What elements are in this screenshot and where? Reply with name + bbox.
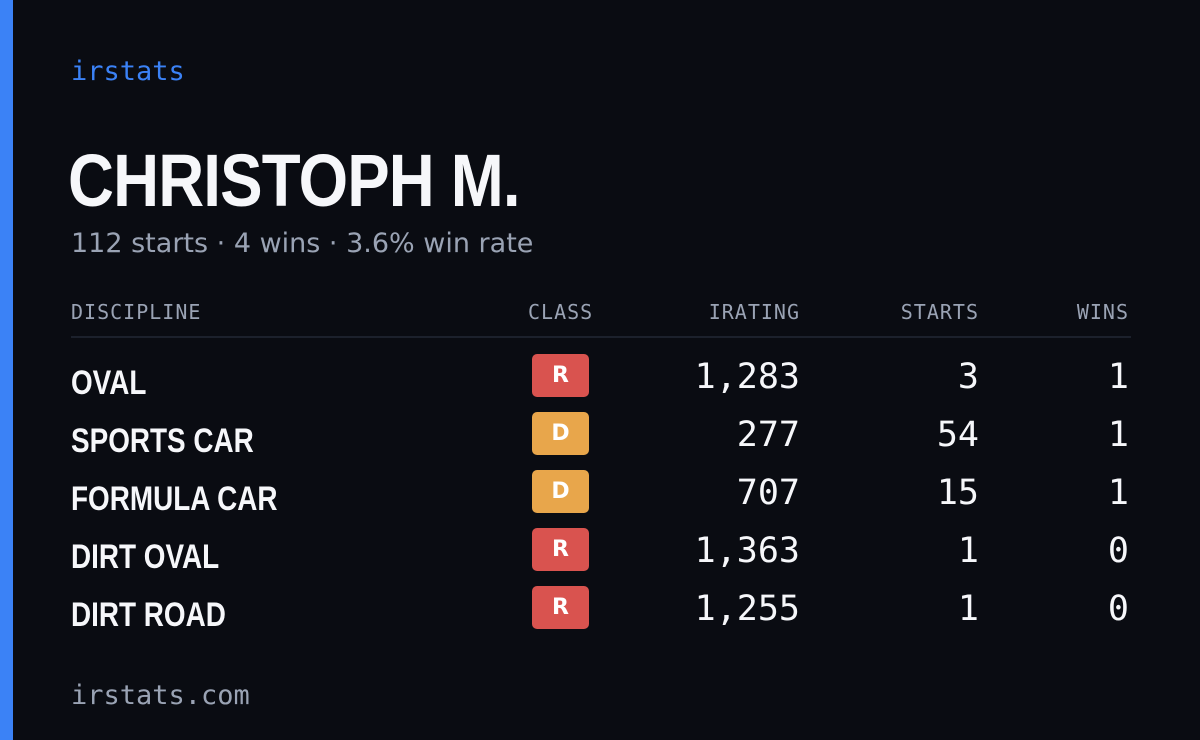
- irating-value: 277: [736, 415, 800, 455]
- table-row: DIRT ROAD R 1,255 1 0: [71, 586, 1131, 644]
- wins-value: 0: [1107, 589, 1129, 629]
- brand-logo-text: irstats: [71, 56, 185, 87]
- table-row: DIRT OVAL R 1,363 1 0: [71, 528, 1131, 586]
- table-row: SPORTS CAR D 277 54 1: [71, 412, 1131, 470]
- table-row: FORMULA CAR D 707 15 1: [71, 470, 1131, 528]
- wins-value: 0: [1107, 531, 1129, 571]
- irating-value: 707: [736, 473, 800, 513]
- column-header-starts: STARTS: [900, 300, 979, 324]
- starts-value: 15: [936, 473, 979, 513]
- wins-value: 1: [1107, 415, 1129, 455]
- player-name: CHRISTOPH M.: [68, 139, 521, 222]
- accent-bar: [0, 0, 13, 740]
- column-header-wins: WINS: [1076, 300, 1129, 324]
- license-class-badge: R: [532, 354, 589, 397]
- discipline-name: SPORTS CAR: [71, 422, 254, 460]
- discipline-name: DIRT OVAL: [71, 538, 220, 576]
- starts-value: 1: [957, 589, 979, 629]
- irating-value: 1,283: [694, 357, 800, 397]
- wins-value: 1: [1107, 473, 1129, 513]
- career-summary: 112 starts · 4 wins · 3.6% win rate: [71, 228, 534, 259]
- discipline-name: OVAL: [71, 364, 147, 402]
- wins-value: 1: [1107, 357, 1129, 397]
- column-header-discipline: DISCIPLINE: [71, 300, 202, 324]
- table-row: OVAL R 1,283 3 1: [71, 354, 1131, 412]
- discipline-name: FORMULA CAR: [71, 480, 278, 518]
- discipline-name: DIRT ROAD: [71, 596, 226, 634]
- table-body: OVAL R 1,283 3 1 SPORTS CAR D 277 54 1 F…: [71, 338, 1131, 644]
- license-class-badge: R: [532, 528, 589, 571]
- license-class-badge: D: [532, 412, 589, 455]
- irating-value: 1,255: [694, 589, 800, 629]
- column-header-class: CLASS: [528, 300, 594, 324]
- table-header: DISCIPLINE CLASS IRATING STARTS WINS: [71, 296, 1131, 338]
- stats-table: DISCIPLINE CLASS IRATING STARTS WINS OVA…: [71, 296, 1131, 644]
- footer-url: irstats.com: [71, 680, 250, 711]
- starts-value: 3: [957, 357, 979, 397]
- column-header-irating: IRATING: [708, 300, 800, 324]
- irating-value: 1,363: [694, 531, 800, 571]
- starts-value: 54: [936, 415, 979, 455]
- license-class-badge: R: [532, 586, 589, 629]
- license-class-badge: D: [532, 470, 589, 513]
- starts-value: 1: [957, 531, 979, 571]
